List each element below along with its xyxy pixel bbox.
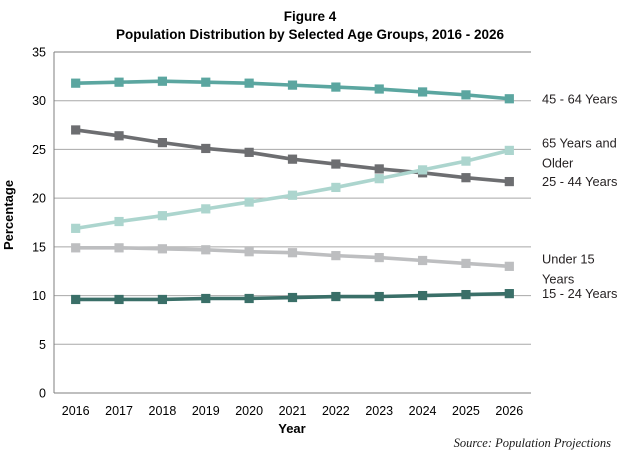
series-marker-65-years-and-older — [201, 204, 211, 214]
series-marker-under-15-years — [417, 255, 428, 266]
series-label-45-64-years: 45 - 64 Years — [542, 91, 617, 106]
series-marker-15-24-years — [201, 293, 211, 304]
x-tick-label: 2016 — [62, 404, 90, 418]
series-label-15-24-years: 15 - 24 Years — [542, 286, 617, 301]
y-tick-label: 30 — [32, 94, 46, 108]
x-tick-label: 2022 — [322, 404, 350, 418]
series-marker-25-44-years — [114, 131, 124, 141]
series-marker-15-24-years — [244, 293, 254, 304]
series-marker-65-years-and-older — [417, 165, 428, 175]
x-tick-label: 2021 — [279, 404, 307, 418]
series-marker-under-15-years — [504, 261, 514, 271]
y-axis-tick-labels: 0 5 10 15 20 25 30 35 — [32, 46, 46, 401]
data-series — [71, 76, 514, 305]
x-tick-label: 2024 — [409, 404, 437, 418]
series-marker-65-years-and-older — [461, 156, 471, 166]
series-marker-25-44-years — [374, 164, 384, 174]
series-marker-45-64-years — [157, 76, 168, 86]
series-marker-45-64-years — [331, 82, 341, 92]
series-marker-65-years-and-older — [114, 216, 124, 227]
series-marker-15-24-years — [114, 294, 124, 305]
y-tick-label: 20 — [32, 192, 46, 206]
series-marker-45-64-years — [201, 77, 211, 87]
series-marker-25-44-years — [287, 154, 298, 164]
series-marker-under-15-years — [244, 247, 254, 257]
y-tick-label: 0 — [39, 387, 46, 401]
series-label-25-44-years: 25 - 44 Years — [542, 174, 617, 189]
series-label-65-years-and-older: Older — [542, 155, 574, 170]
series-marker-under-15-years — [461, 258, 471, 269]
x-tick-label: 2020 — [235, 404, 263, 418]
series-marker-65-years-and-older — [374, 174, 384, 184]
series-marker-15-24-years — [287, 292, 298, 303]
series-label-under-15-years: Under 15 — [542, 251, 595, 266]
source-note: Source: Population Projections — [454, 436, 612, 450]
x-tick-label: 2025 — [452, 404, 480, 418]
y-axis-title: Percentage — [1, 180, 16, 250]
series-marker-15-24-years — [504, 289, 514, 299]
series-marker-65-years-and-older — [244, 197, 254, 207]
series-marker-15-24-years — [71, 294, 81, 305]
y-tick-label: 5 — [39, 338, 46, 352]
y-tick-label: 10 — [32, 289, 46, 303]
x-tick-label: 2017 — [105, 404, 133, 418]
series-marker-15-24-years — [374, 291, 384, 302]
series-marker-45-64-years — [504, 94, 514, 104]
series-marker-under-15-years — [114, 243, 124, 253]
series-marker-25-44-years — [244, 147, 254, 157]
x-tick-label: 2018 — [149, 404, 177, 418]
series-marker-15-24-years — [331, 291, 341, 302]
series-marker-under-15-years — [331, 251, 341, 261]
series-marker-65-years-and-older — [504, 145, 514, 156]
y-tick-label: 35 — [32, 46, 46, 60]
series-marker-25-44-years — [201, 143, 211, 154]
series-marker-25-44-years — [157, 138, 168, 148]
series-marker-45-64-years — [374, 84, 384, 94]
series-marker-15-24-years — [461, 289, 471, 300]
series-marker-45-64-years — [287, 80, 298, 90]
plot-area-borders — [53, 51, 531, 394]
y-tick-label: 15 — [32, 240, 46, 254]
series-marker-25-44-years — [331, 159, 341, 169]
x-tick-label: 2023 — [365, 404, 393, 418]
series-marker-45-64-years — [417, 87, 428, 97]
x-tick-label: 2026 — [495, 404, 523, 418]
x-axis-title: Year — [278, 421, 305, 436]
figure-number-title: Figure 4 — [284, 9, 337, 24]
series-marker-under-15-years — [374, 252, 384, 263]
y-tick-label: 25 — [32, 143, 46, 157]
series-marker-under-15-years — [201, 245, 211, 255]
series-marker-15-24-years — [417, 290, 428, 301]
series-marker-65-years-and-older — [71, 223, 81, 233]
series-label-65-years-and-older: 65 Years and — [542, 135, 617, 150]
series-marker-65-years-and-older — [287, 190, 298, 200]
series-label-under-15-years: Years — [542, 271, 574, 286]
series-marker-under-15-years — [287, 248, 298, 258]
chart-title: Population Distribution by Selected Age … — [116, 27, 505, 42]
series-marker-45-64-years — [71, 78, 81, 88]
series-marker-25-44-years — [461, 173, 471, 183]
series-marker-45-64-years — [244, 78, 254, 88]
series-marker-15-24-years — [157, 294, 168, 305]
series-end-labels: 45 - 64 Years 65 Years and Older 25 - 44 Ye… — [542, 91, 617, 301]
x-axis-tick-labels: 2016 2017 2018 2019 2020 2021 2022 2023 2024 2025… — [62, 404, 523, 418]
x-tick-label: 2019 — [192, 404, 220, 418]
series-marker-under-15-years — [71, 243, 81, 253]
series-marker-45-64-years — [114, 77, 124, 87]
series-marker-65-years-and-older — [157, 211, 168, 221]
series-marker-45-64-years — [461, 90, 471, 100]
series-marker-25-44-years — [71, 125, 81, 135]
series-marker-under-15-years — [157, 244, 168, 254]
series-marker-65-years-and-older — [331, 182, 341, 193]
series-marker-25-44-years — [504, 176, 514, 187]
